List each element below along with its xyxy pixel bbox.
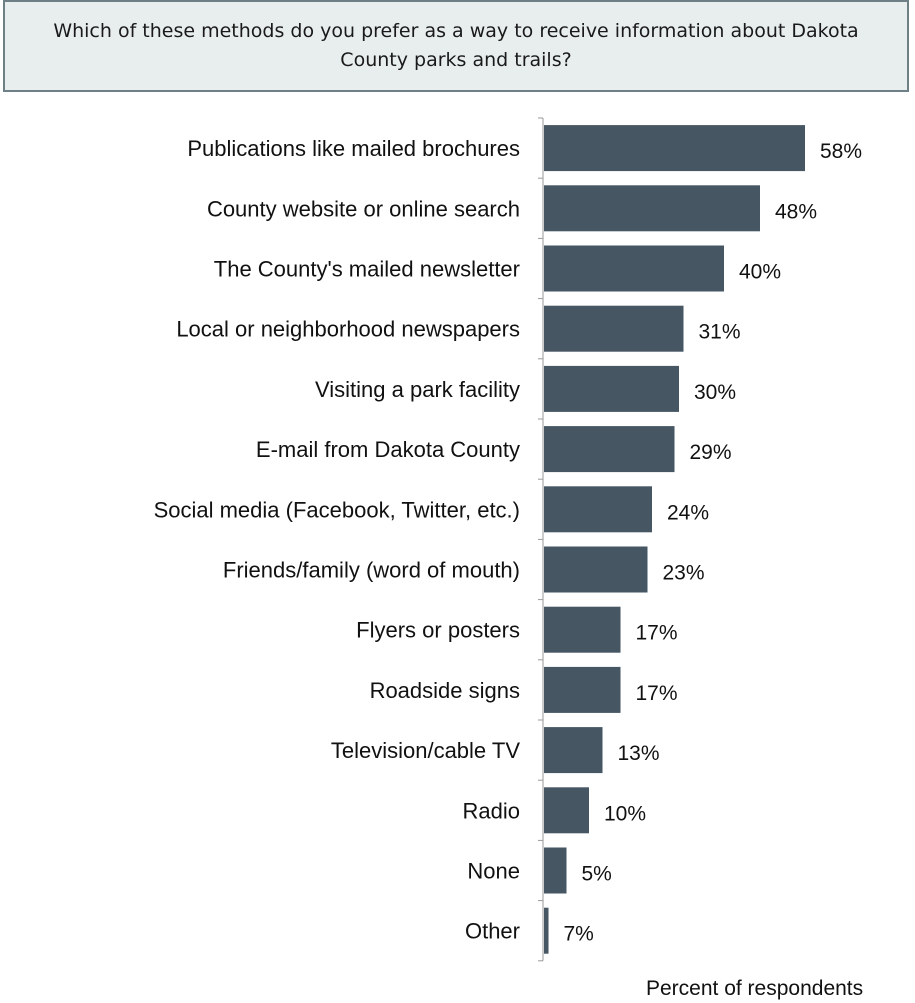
category-label: Visiting a park facility — [315, 377, 520, 402]
value-label: 17% — [636, 622, 678, 645]
bar — [544, 125, 805, 172]
value-label: 48% — [775, 200, 817, 223]
value-label: 17% — [636, 682, 678, 705]
bar — [544, 486, 652, 533]
bar — [544, 727, 603, 774]
value-label: 5% — [582, 863, 612, 886]
bar — [544, 666, 621, 713]
category-label: Flyers or posters — [356, 618, 520, 643]
category-label: Roadside signs — [370, 678, 520, 703]
bar — [544, 426, 675, 473]
value-label: 13% — [618, 742, 660, 765]
question-box: Which of these methods do you prefer as … — [3, 0, 909, 92]
value-label: 29% — [690, 441, 732, 464]
category-label: Other — [465, 919, 520, 944]
value-labels: 58% 48% 40% 31% 30% 29% 24% 23% 17% 17% 13% 10% 5% 7% — [564, 140, 863, 946]
value-label: 40% — [739, 261, 781, 284]
bar — [544, 365, 679, 412]
category-label: Social media (Facebook, Twitter, etc.) — [154, 497, 520, 522]
bar — [544, 787, 589, 834]
chart-title: Which of these methods do you prefer as … — [53, 20, 859, 71]
bar — [544, 546, 648, 593]
bar — [544, 245, 724, 292]
bar — [544, 185, 760, 232]
x-axis-label: Percent of respondents — [646, 977, 863, 1000]
bar — [544, 305, 684, 352]
value-label: 23% — [663, 562, 705, 585]
category-label: County website or online search — [207, 196, 520, 221]
value-label: 58% — [820, 140, 862, 163]
value-label: 7% — [564, 923, 594, 946]
category-label: E-mail from Dakota County — [256, 437, 520, 462]
value-label: 31% — [699, 321, 741, 344]
category-label: Publications like mailed brochures — [187, 136, 520, 161]
category-label: Radio — [463, 798, 520, 823]
bar — [544, 907, 549, 954]
category-label: Local or neighborhood newspapers — [176, 317, 520, 342]
category-label: The County's mailed newsletter — [214, 257, 520, 282]
value-label: 30% — [694, 381, 736, 404]
category-label: Television/cable TV — [331, 738, 520, 763]
bar — [544, 606, 621, 653]
value-label: 24% — [667, 501, 709, 524]
bar — [544, 847, 567, 894]
bars — [544, 125, 805, 954]
y-axis — [538, 117, 544, 962]
category-label: Friends/family (word of mouth) — [223, 558, 520, 583]
category-label: None — [467, 859, 520, 884]
category-labels: Publications like mailed brochures County… — [154, 136, 521, 944]
value-label: 10% — [604, 802, 646, 825]
